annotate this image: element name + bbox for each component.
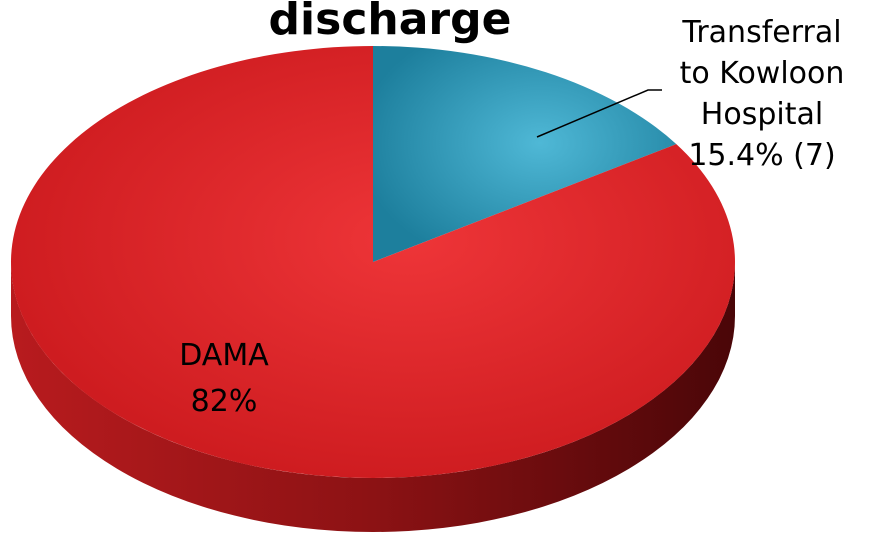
slice-labels: Transferral to Kowloon Hospital 15.4% (7) DA… — [179, 15, 844, 419]
pie-slice-dama — [11, 46, 736, 479]
slice-label-transferral: Transferral to Kowloon Hospital 15.4% (7) — [680, 15, 845, 173]
slice-label-dama: DAMA 82% — [179, 338, 269, 419]
slice-label-line: 15.4% (7) — [688, 138, 835, 173]
slice-label-line: DAMA — [179, 338, 269, 373]
pie-side-wall — [11, 262, 735, 532]
leader-line — [536, 89, 662, 138]
chart-title: discharge — [269, 0, 512, 45]
slice-label-line: to Kowloon — [680, 56, 845, 91]
slice-label-line: Transferral — [681, 15, 841, 50]
slice-label-line: 82% — [191, 384, 258, 419]
slice-label-line: Hospital — [701, 97, 823, 132]
pie-slice-transferral — [373, 46, 677, 262]
pie-plot-area — [11, 46, 736, 532]
